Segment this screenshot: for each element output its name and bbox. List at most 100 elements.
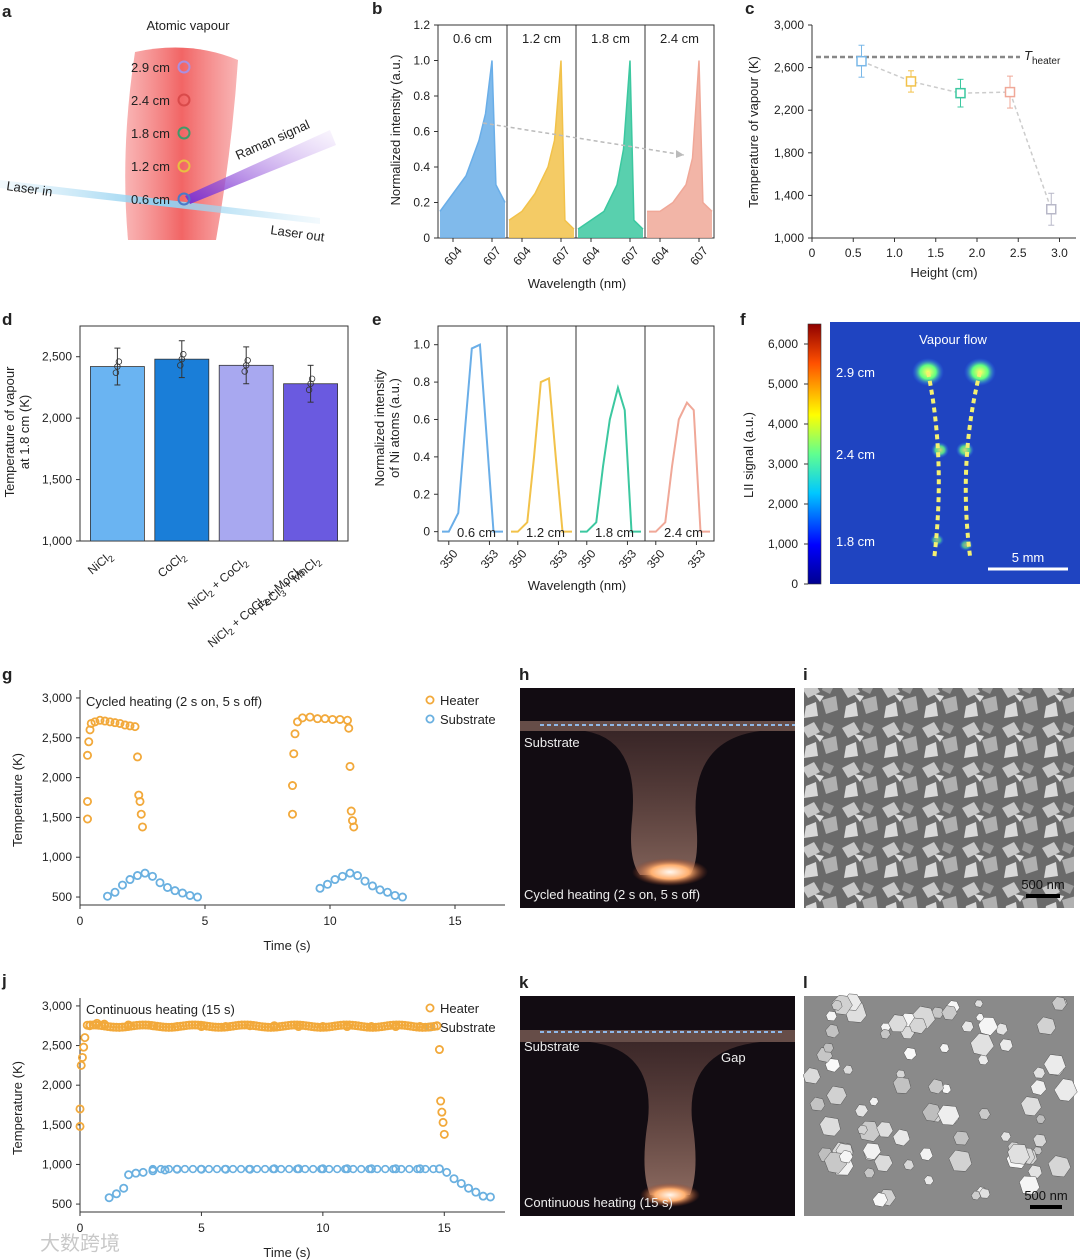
c-ytick-label: 2,200 — [774, 103, 804, 117]
b-xtick-label: 604 — [648, 244, 672, 269]
e-subtitle: 2.4 cm — [664, 525, 703, 540]
substrate-point — [131, 1168, 141, 1178]
laser-out-label: Laser out — [270, 222, 326, 244]
heater-point — [211, 1022, 221, 1032]
heater-point — [77, 1052, 87, 1062]
height-label: 2.9 cm — [131, 60, 170, 75]
xtick-label: 5 — [202, 914, 209, 928]
hexagon-particle — [862, 1142, 882, 1160]
heater-point — [266, 1022, 276, 1032]
heater-point — [432, 1021, 442, 1031]
legend-label: Heater — [440, 1001, 480, 1016]
panel-letter-j: j — [1, 971, 7, 990]
hexagon-particle — [978, 1108, 991, 1120]
flow-line-right — [963, 371, 982, 557]
heater-point — [289, 749, 299, 759]
d-replicate-point — [112, 369, 120, 376]
panel-l: l 500 nm — [802, 973, 1078, 1216]
b-ytick-label: 0.6 — [413, 125, 430, 139]
sem-image-flakes — [804, 688, 1074, 908]
heater-point — [394, 1020, 404, 1030]
d-bar — [90, 366, 145, 542]
b-spectrum-line — [577, 60, 644, 230]
i-scale-label: 500 nm — [1021, 877, 1064, 892]
substrate-point — [155, 878, 165, 888]
panel-letter-g: g — [2, 665, 12, 684]
panel-h: h Substrate Cycled heating (2 s on, 5 s … — [519, 665, 795, 908]
heater-point — [111, 1022, 121, 1032]
e-subtitle: 1.2 cm — [526, 525, 565, 540]
hexagon-particle — [809, 1096, 826, 1112]
substrate-point — [471, 1187, 481, 1197]
f-height-24: 2.4 cm — [836, 447, 875, 462]
substrate-point — [464, 1183, 474, 1193]
height-marker — [177, 159, 191, 173]
hexagon-particle — [1000, 1131, 1012, 1142]
heater-point — [100, 716, 110, 726]
c-ytick-label: 1,800 — [774, 146, 804, 160]
substrate-point — [252, 1164, 262, 1174]
c-data-point — [1004, 86, 1016, 98]
heater-point — [349, 822, 359, 832]
hexagon-particle — [1053, 1078, 1078, 1102]
substrate-point — [204, 1164, 214, 1174]
substrate-point — [140, 868, 150, 878]
heater-glow — [632, 858, 708, 886]
heater-point — [297, 713, 307, 723]
d-ytick-label: 1,500 — [42, 473, 72, 487]
d-ytick-label: 2,000 — [42, 411, 72, 425]
heater-point — [335, 714, 345, 724]
heater-point — [88, 1020, 98, 1030]
d-category-1: NiCl2 — [85, 549, 116, 579]
e-spectrum-line — [442, 343, 503, 533]
f-cbar-tick-label: 6,000 — [768, 337, 798, 351]
heater-point — [164, 1022, 174, 1032]
hexagon-particle — [1043, 1054, 1067, 1076]
substrate-point — [284, 1164, 294, 1174]
raman-beam — [185, 130, 336, 204]
e-spectrum-line — [649, 400, 710, 533]
j-xlabel: Time (s) — [263, 1245, 310, 1260]
substrate-point — [180, 1164, 190, 1174]
substrate-point — [104, 1193, 114, 1203]
hexagon-particle — [1051, 996, 1067, 1011]
hexagon-particle — [857, 1124, 868, 1135]
ytick-label: 1,000 — [42, 1157, 72, 1171]
e-xtick-label: 350 — [575, 547, 599, 572]
hexagon-particle — [839, 1150, 854, 1164]
hexagon-particle — [874, 1154, 893, 1172]
substrate-point — [429, 1164, 438, 1174]
substrate-point — [185, 890, 195, 900]
d-frame — [79, 325, 349, 542]
hexagon-particle — [825, 1024, 840, 1039]
hexagon-particle — [939, 1043, 950, 1053]
height-label: 2.4 cm — [131, 93, 170, 108]
b-ytick-label: 1.0 — [413, 54, 430, 68]
lii-image — [830, 322, 1080, 584]
substrate-point — [352, 871, 362, 881]
theater-main: T — [1024, 48, 1033, 63]
hexagon-particle — [919, 1147, 934, 1161]
hexagon-particle — [1007, 1143, 1030, 1165]
panel-a: a Atomic vapour 2.9 cm 2.4 cm 1.8 cm 1.2 cm… — [0, 2, 336, 245]
heater-point — [290, 729, 300, 739]
ytick-label: 500 — [52, 890, 72, 904]
hexagon-particle — [1032, 1133, 1047, 1148]
substrate-point — [260, 1164, 270, 1174]
hotspot — [931, 442, 949, 458]
heater-point — [120, 720, 130, 730]
substrate-point — [367, 881, 377, 891]
hexagon-particle — [876, 1121, 894, 1138]
b-spectrum-line — [439, 60, 506, 212]
h-caption: Cycled heating (2 s on, 5 s off) — [524, 887, 700, 902]
substrate-point — [228, 1164, 238, 1174]
legend-marker — [425, 714, 435, 724]
e-ytick-label: 0.6 — [413, 412, 430, 426]
flow-line-left — [926, 371, 941, 561]
heater-point — [289, 1020, 299, 1030]
d-ylabel-line1: Temperature of vapour — [2, 366, 17, 497]
heater-point — [436, 1096, 446, 1106]
heater-point — [75, 1121, 85, 1131]
hexagon-particle — [928, 1078, 944, 1095]
b-ytick-label: 0.4 — [413, 160, 430, 174]
